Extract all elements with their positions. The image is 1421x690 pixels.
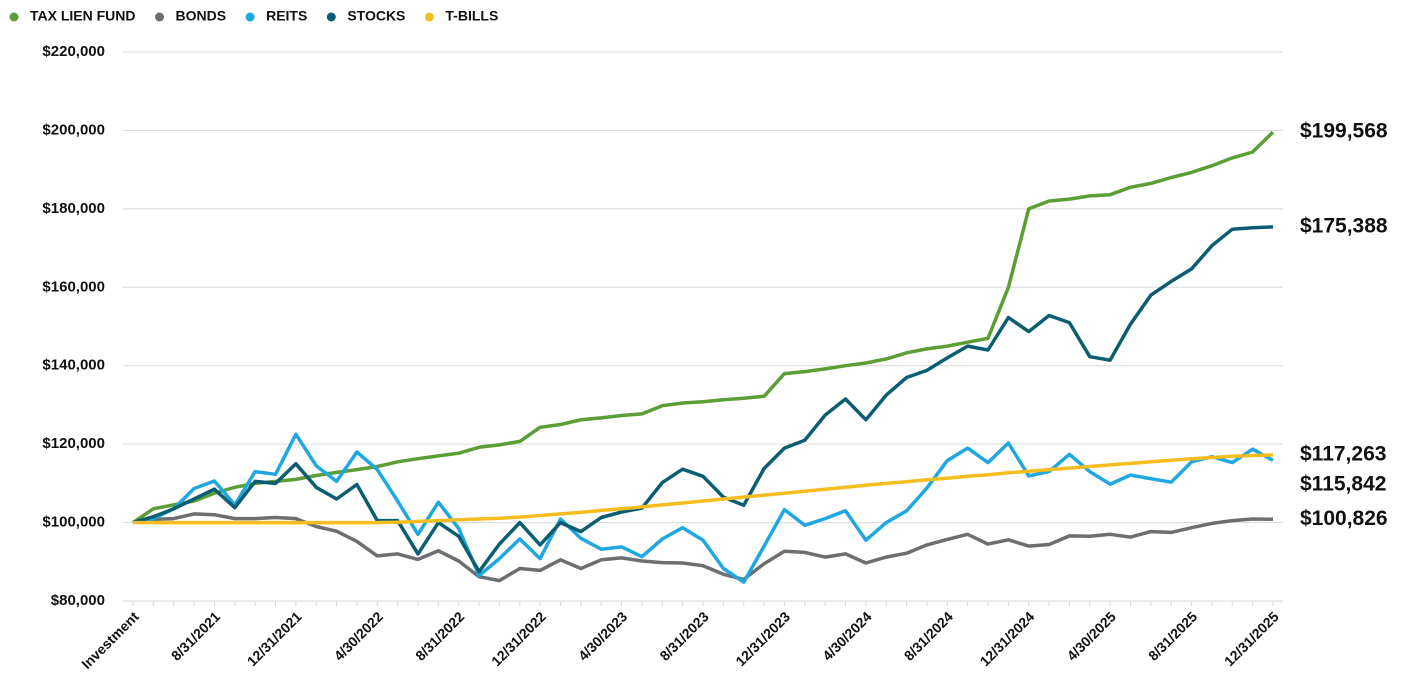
legend-marker <box>9 12 19 22</box>
series-line <box>133 453 1274 525</box>
x-tick-label: 12/31/2025 <box>1221 608 1282 669</box>
x-tick-label: 12/31/2024 <box>977 608 1038 669</box>
legend-label: BONDS <box>176 8 227 24</box>
x-tick-label: 4/30/2023 <box>575 608 631 664</box>
legend-marker <box>155 12 165 22</box>
y-tick-label: $100,000 <box>42 514 105 531</box>
y-tick-label: $220,000 <box>42 43 105 60</box>
x-tick-label: 4/30/2025 <box>1064 608 1120 664</box>
x-tick-label: 8/31/2024 <box>901 608 957 664</box>
x-tick-label: Investment <box>78 608 142 672</box>
legend-label: T-BILLS <box>445 8 498 24</box>
legend-marker <box>424 12 434 22</box>
y-tick-label: $180,000 <box>42 200 105 217</box>
series-line <box>132 130 1275 525</box>
x-tick-label: 8/31/2023 <box>656 608 712 664</box>
x-tick-label: 4/30/2022 <box>331 608 387 664</box>
x-tick-label: 8/31/2022 <box>412 608 468 664</box>
y-tick-label: $140,000 <box>42 357 105 374</box>
legend-label: STOCKS <box>347 8 405 24</box>
legend-marker <box>326 12 336 22</box>
series-line <box>132 225 1274 574</box>
x-tick-label: 8/31/2025 <box>1145 608 1201 664</box>
series-line <box>132 512 1274 583</box>
legend-label: REITS <box>266 8 307 24</box>
series-line <box>132 432 1274 584</box>
end-label: $100,826 <box>1300 507 1388 530</box>
x-tick-label: 8/31/2021 <box>168 608 224 664</box>
end-label: $117,263 <box>1300 442 1386 465</box>
x-tick-label: 12/31/2021 <box>244 608 305 669</box>
end-label: $199,568 <box>1300 120 1388 143</box>
legend-label: TAX LIEN FUND <box>30 8 136 24</box>
end-label: $115,842 <box>1300 472 1386 495</box>
legend-marker <box>245 12 255 22</box>
x-tick-label: 12/31/2023 <box>732 608 793 669</box>
x-tick-label: 4/30/2024 <box>819 608 875 664</box>
y-tick-label: $200,000 <box>42 121 105 138</box>
end-label: $175,388 <box>1300 214 1388 237</box>
y-tick-label: $160,000 <box>42 278 105 295</box>
x-tick-label: 12/31/2022 <box>488 608 549 669</box>
y-tick-label: $80,000 <box>51 592 105 609</box>
y-tick-label: $120,000 <box>42 435 105 452</box>
